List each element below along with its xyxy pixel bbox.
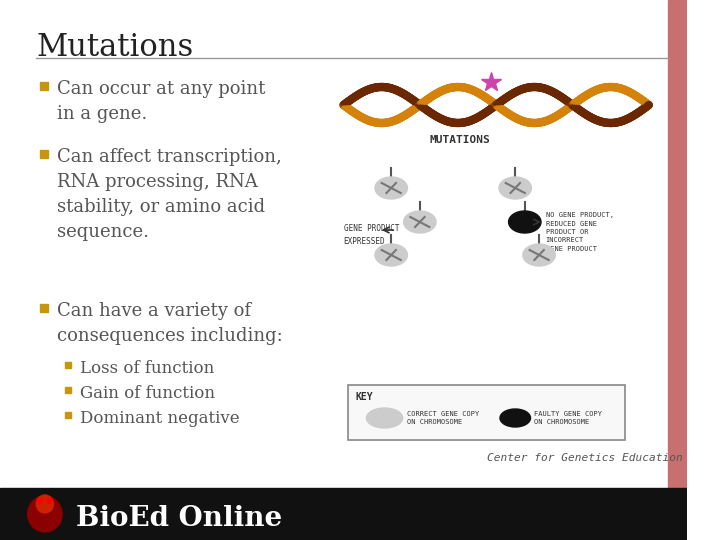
Text: Can affect transcription,
RNA processing, RNA
stability, or amino acid
sequence.: Can affect transcription, RNA processing…	[58, 148, 282, 241]
Text: Can occur at any point
in a gene.: Can occur at any point in a gene.	[58, 80, 266, 123]
Bar	[348, 385, 625, 440]
Bar	[40, 150, 48, 158]
Ellipse shape	[499, 177, 531, 199]
Bar	[0, 488, 687, 540]
Bar	[65, 362, 71, 368]
Bar	[65, 412, 71, 418]
Text: Mutations: Mutations	[36, 32, 194, 63]
Text: KEY: KEY	[356, 392, 374, 402]
Text: Gain of function: Gain of function	[80, 385, 215, 402]
Text: NO GENE PRODUCT,
REDUCED GENE
PRODUCT OR
INCORRECT
GENE PRODUCT: NO GENE PRODUCT, REDUCED GENE PRODUCT OR…	[546, 212, 613, 252]
Bar	[40, 82, 48, 90]
Bar	[40, 304, 48, 312]
Text: MUTATIONS: MUTATIONS	[429, 135, 490, 145]
Ellipse shape	[37, 498, 42, 503]
Text: Loss of function: Loss of function	[80, 360, 215, 377]
Ellipse shape	[375, 244, 408, 266]
Text: CORRECT GENE COPY
ON CHROMOSOME: CORRECT GENE COPY ON CHROMOSOME	[408, 411, 480, 426]
Text: Center for Genetics Education: Center for Genetics Education	[487, 453, 683, 463]
Text: Dominant negative: Dominant negative	[80, 410, 240, 427]
Ellipse shape	[508, 211, 541, 233]
Ellipse shape	[366, 408, 402, 428]
Text: Can have a variety of
consequences including:: Can have a variety of consequences inclu…	[58, 302, 283, 345]
Ellipse shape	[375, 177, 408, 199]
Ellipse shape	[36, 495, 53, 513]
Ellipse shape	[500, 409, 531, 427]
Text: BioEd Online: BioEd Online	[76, 505, 282, 532]
Ellipse shape	[27, 496, 62, 532]
Ellipse shape	[523, 244, 555, 266]
Bar	[65, 387, 71, 393]
Ellipse shape	[48, 498, 52, 503]
Bar	[668, 0, 687, 488]
Ellipse shape	[404, 211, 436, 233]
Text: GENE PRODUCT
EXPRESSED: GENE PRODUCT EXPRESSED	[343, 224, 399, 246]
Text: FAULTY GENE COPY
ON CHROMOSOME: FAULTY GENE COPY ON CHROMOSOME	[534, 411, 603, 426]
